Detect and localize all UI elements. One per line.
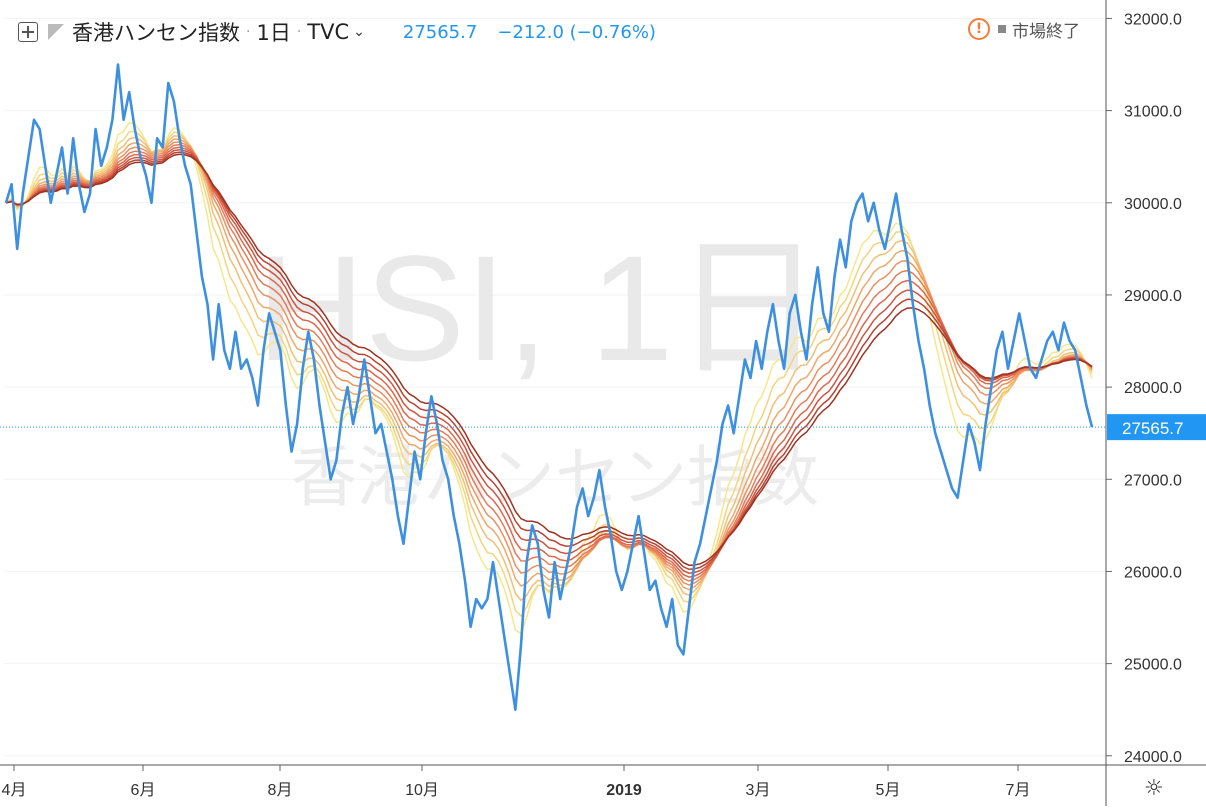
- watermark-line2: 香港ハンセン指数: [291, 439, 819, 516]
- price-series: [4, 63, 1094, 711]
- watermark-line1: HSI, 1日: [257, 224, 824, 392]
- y-tick-label: 26000.0: [1124, 564, 1182, 581]
- last-price-label: 27565.7: [1122, 419, 1183, 438]
- add-symbol-icon[interactable]: [18, 22, 38, 42]
- ma-line-23: [5, 143, 1093, 582]
- separator-dot-icon: ·: [296, 24, 302, 40]
- symbol-name[interactable]: 香港ハンセン指数: [72, 21, 240, 45]
- y-tick-label: 32000.0: [1124, 11, 1182, 28]
- x-tick-label: 4月: [2, 782, 27, 799]
- market-status: ! 市場終了: [968, 14, 1080, 44]
- y-tick-label: 30000.0: [1124, 196, 1182, 213]
- ma-line-14: [5, 135, 1093, 602]
- y-tick-label: 24000.0: [1124, 749, 1182, 766]
- flag-icon[interactable]: [48, 24, 64, 40]
- x-tick-label: 5月: [876, 782, 901, 799]
- price-change: −212.0 (−0.76%): [497, 21, 656, 43]
- interval-label[interactable]: 1日: [256, 21, 291, 45]
- x-tick-label: 8月: [268, 782, 293, 799]
- status-square-icon: [998, 25, 1006, 33]
- y-tick-label: 31000.0: [1124, 104, 1182, 121]
- y-tick-label: 25000.0: [1124, 657, 1182, 674]
- chevron-down-icon[interactable]: ⌄: [353, 24, 365, 40]
- price-line: [4, 63, 1094, 711]
- ma-line-17: [5, 138, 1093, 591]
- ma-line-20: [5, 141, 1093, 586]
- y-tick-label: 28000.0: [1124, 380, 1182, 397]
- market-status-label: 市場終了: [1012, 21, 1080, 42]
- last-price: 27565.7: [402, 21, 478, 43]
- x-tick-label: 6月: [131, 782, 156, 799]
- alert-icon[interactable]: !: [968, 18, 990, 40]
- y-tick-label: 27000.0: [1124, 472, 1182, 489]
- ma-line-35: [5, 153, 1093, 566]
- x-tick-label: 10月: [405, 782, 439, 799]
- y-tick-label: 29000.0: [1124, 288, 1182, 305]
- x-tick-label: 7月: [1006, 782, 1031, 799]
- chart-header: 香港ハンセン指数 · 1日 · TVC ⌄ 27565.7 −212.0 (−0…: [18, 14, 656, 50]
- grid: [4, 17, 1106, 757]
- x-tick-label: 3月: [746, 782, 771, 799]
- ma-ribbon: [5, 121, 1093, 635]
- separator-dot-icon: ·: [246, 24, 251, 40]
- exchange-label[interactable]: TVC: [307, 20, 350, 44]
- settings-gear-icon[interactable]: ☼: [1144, 776, 1164, 801]
- last-price-badge: [1107, 414, 1206, 441]
- x-tick-label: 2019: [606, 782, 642, 799]
